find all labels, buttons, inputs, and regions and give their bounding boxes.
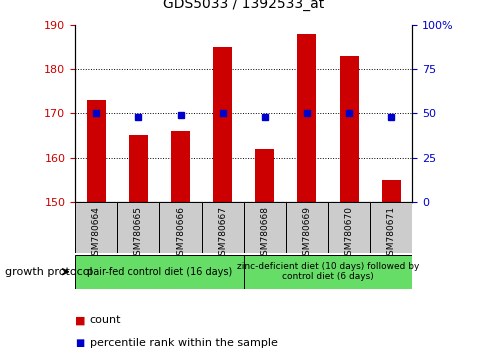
Text: GSM780665: GSM780665 (134, 206, 143, 261)
Bar (201, 202, 243, 253)
Text: GSM780668: GSM780668 (260, 206, 269, 261)
Bar (327, 202, 369, 253)
Bar (171, 131, 190, 202)
Text: ■: ■ (75, 315, 86, 325)
Text: growth protocol: growth protocol (5, 267, 92, 277)
Bar (75, 255, 243, 289)
Text: GSM780666: GSM780666 (176, 206, 184, 261)
Bar (87, 100, 106, 202)
Bar (381, 179, 400, 202)
Bar (243, 255, 411, 289)
Text: percentile rank within the sample: percentile rank within the sample (90, 338, 277, 348)
Text: GDS5033 / 1392533_at: GDS5033 / 1392533_at (163, 0, 324, 11)
Bar (117, 202, 159, 253)
Text: ■: ■ (75, 338, 84, 348)
Bar (75, 202, 117, 253)
Text: GSM780667: GSM780667 (218, 206, 227, 261)
Text: GSM780671: GSM780671 (386, 206, 395, 261)
Bar (129, 135, 148, 202)
Text: zinc-deficient diet (10 days) followed by
control diet (6 days): zinc-deficient diet (10 days) followed b… (236, 262, 418, 281)
Bar (243, 202, 285, 253)
Text: GSM780669: GSM780669 (302, 206, 311, 261)
Bar (297, 34, 316, 202)
Bar (285, 202, 327, 253)
Bar (213, 47, 232, 202)
Text: GSM780670: GSM780670 (344, 206, 353, 261)
Text: GSM780664: GSM780664 (91, 206, 101, 261)
Bar (369, 202, 411, 253)
Bar (159, 202, 201, 253)
Text: count: count (90, 315, 121, 325)
Bar (255, 149, 273, 202)
Bar (339, 56, 358, 202)
Text: pair-fed control diet (16 days): pair-fed control diet (16 days) (87, 267, 231, 277)
